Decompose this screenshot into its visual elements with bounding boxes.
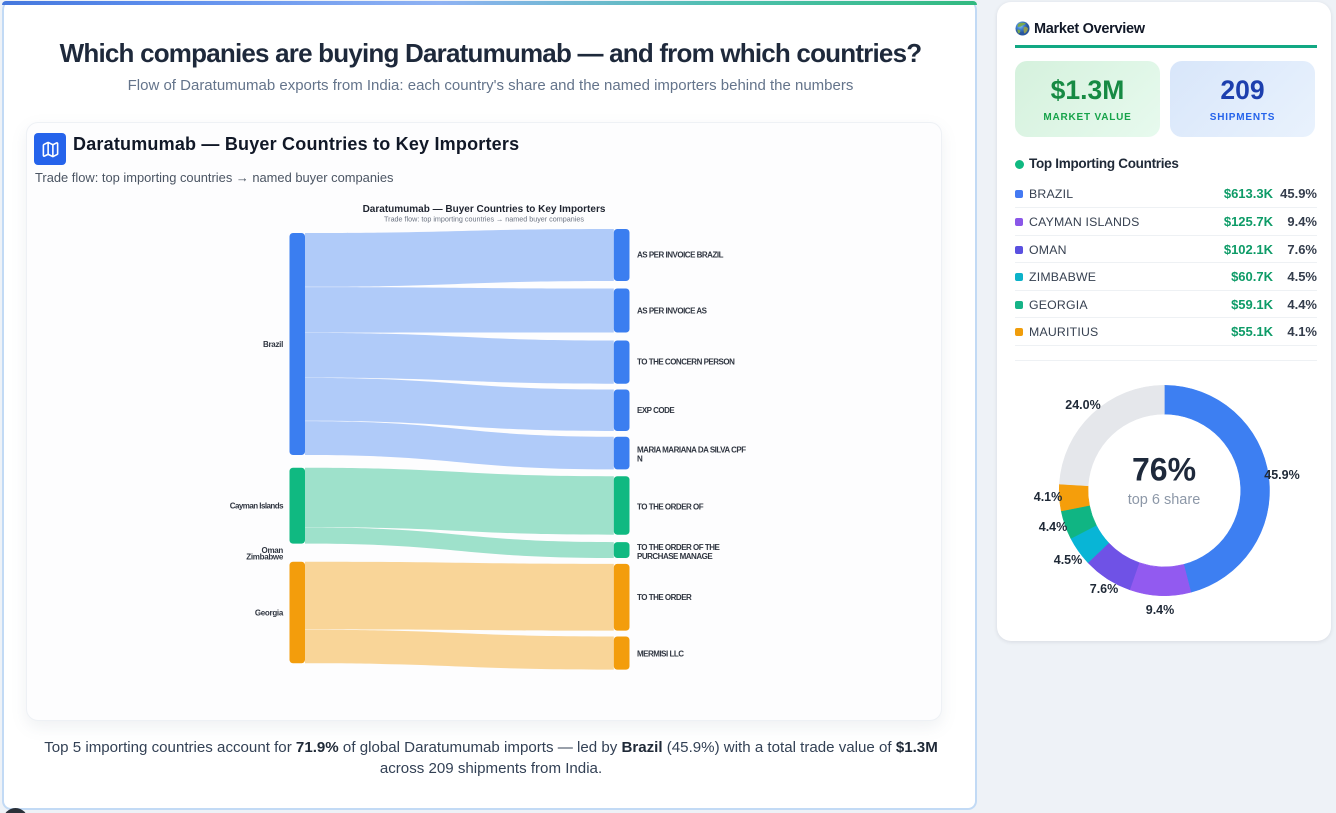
svg-text:MERMISI LLC: MERMISI LLC <box>637 650 684 659</box>
svg-text:Trade flow: top importing coun: Trade flow: top importing countries → na… <box>384 215 584 224</box>
svg-text:Cayman Islands: Cayman Islands <box>230 502 284 511</box>
svg-text:EXP CODE: EXP CODE <box>637 406 675 415</box>
svg-text:TO THE ORDER OF THE: TO THE ORDER OF THE <box>637 543 721 552</box>
svg-text:N: N <box>637 455 643 464</box>
svg-text:Brazil: Brazil <box>263 340 283 349</box>
svg-text:Oman: Oman <box>262 546 284 555</box>
svg-text:MARIA MARIANA DA SILVA CPF: MARIA MARIANA DA SILVA CPF <box>637 446 746 455</box>
svg-text:TO THE CONCERN PERSON: TO THE CONCERN PERSON <box>637 358 735 367</box>
svg-text:PURCHASE MANAGE: PURCHASE MANAGE <box>637 552 713 561</box>
svg-text:TO THE ORDER OF: TO THE ORDER OF <box>637 503 704 512</box>
svg-text:Zimbabwe: Zimbabwe <box>246 552 284 561</box>
svg-text:AS PER INVOICE BRAZIL: AS PER INVOICE BRAZIL <box>637 251 724 260</box>
svg-text:Georgia: Georgia <box>255 609 284 618</box>
svg-text:TO THE ORDER: TO THE ORDER <box>637 593 692 602</box>
svg-text:AS PER INVOICE AS: AS PER INVOICE AS <box>637 307 708 316</box>
svg-text:Daratumumab — Buyer Countries: Daratumumab — Buyer Countries to Key Imp… <box>363 204 606 215</box>
